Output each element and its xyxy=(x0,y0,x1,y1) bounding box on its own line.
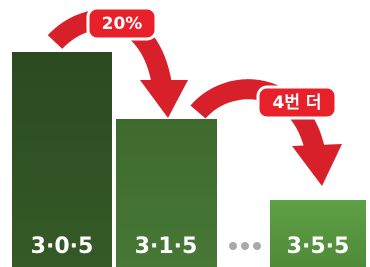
bar-label: 3·5·5 xyxy=(287,234,350,259)
ellipsis xyxy=(229,242,261,250)
infographic: 3·0·5 3·1·5 3·5·5 20% 4번 더 xyxy=(0,0,370,267)
arrow-label: 4번 더 xyxy=(272,93,321,113)
bar-label: 3·0·5 xyxy=(31,234,94,259)
bar-label: 3·1·5 xyxy=(135,234,198,259)
arrow-label: 20% xyxy=(102,14,143,34)
